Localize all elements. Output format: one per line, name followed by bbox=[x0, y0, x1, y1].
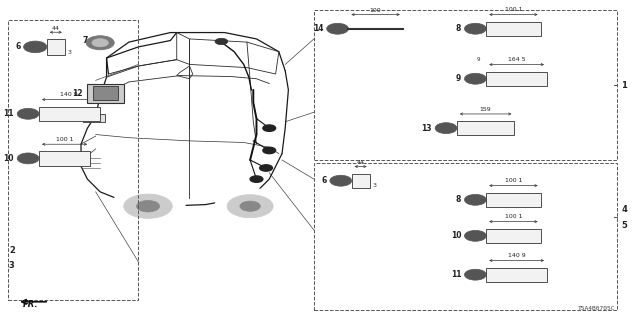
Circle shape bbox=[227, 195, 273, 218]
Circle shape bbox=[260, 165, 273, 171]
Text: 12: 12 bbox=[72, 89, 83, 98]
Text: 9: 9 bbox=[476, 57, 480, 62]
Text: 7: 7 bbox=[82, 36, 88, 45]
Bar bbox=[39, 107, 100, 121]
Circle shape bbox=[465, 269, 486, 280]
Circle shape bbox=[86, 36, 114, 50]
Bar bbox=[486, 72, 547, 86]
Text: 140 9: 140 9 bbox=[508, 253, 525, 258]
Bar bbox=[39, 151, 90, 165]
Circle shape bbox=[240, 201, 260, 211]
Circle shape bbox=[435, 123, 457, 133]
Circle shape bbox=[326, 23, 349, 34]
Bar bbox=[486, 193, 541, 207]
Text: 100 1: 100 1 bbox=[505, 214, 522, 220]
Bar bbox=[8, 20, 138, 300]
Text: 9: 9 bbox=[456, 74, 461, 83]
Bar bbox=[83, 114, 105, 122]
Text: 1: 1 bbox=[621, 81, 627, 90]
Text: 100 1: 100 1 bbox=[505, 7, 522, 12]
Text: 3: 3 bbox=[67, 50, 71, 54]
Text: 8: 8 bbox=[456, 195, 461, 204]
Circle shape bbox=[465, 194, 486, 205]
Text: 14: 14 bbox=[313, 24, 323, 33]
Text: 3: 3 bbox=[372, 183, 376, 188]
Circle shape bbox=[250, 176, 263, 182]
Text: 140 9: 140 9 bbox=[60, 92, 78, 97]
Circle shape bbox=[465, 73, 486, 84]
Text: T5A4B0705C: T5A4B0705C bbox=[577, 306, 615, 311]
Text: 4: 4 bbox=[621, 205, 627, 214]
Text: 11: 11 bbox=[4, 109, 14, 118]
Bar bbox=[88, 84, 124, 103]
Circle shape bbox=[465, 23, 486, 34]
Text: 3: 3 bbox=[9, 261, 15, 270]
Circle shape bbox=[24, 41, 47, 53]
Bar bbox=[93, 86, 118, 100]
Circle shape bbox=[17, 108, 39, 119]
Circle shape bbox=[215, 38, 228, 45]
Bar bbox=[457, 121, 515, 135]
Text: 8: 8 bbox=[456, 24, 461, 33]
Circle shape bbox=[124, 194, 172, 218]
Bar bbox=[314, 10, 617, 160]
Circle shape bbox=[111, 188, 185, 225]
Circle shape bbox=[92, 39, 108, 47]
Text: 10: 10 bbox=[451, 231, 461, 240]
Text: 2: 2 bbox=[9, 246, 15, 255]
Circle shape bbox=[136, 200, 159, 212]
Circle shape bbox=[263, 125, 276, 131]
Text: 100 1: 100 1 bbox=[505, 179, 522, 183]
Bar bbox=[47, 39, 65, 54]
Text: 13: 13 bbox=[422, 124, 432, 132]
Text: 44: 44 bbox=[356, 160, 365, 165]
Text: 44: 44 bbox=[52, 26, 60, 31]
Text: 164 5: 164 5 bbox=[508, 57, 525, 62]
Text: 100 1: 100 1 bbox=[56, 137, 74, 142]
Circle shape bbox=[263, 147, 276, 154]
Text: 6: 6 bbox=[15, 42, 20, 52]
Bar bbox=[486, 268, 547, 282]
Text: 10: 10 bbox=[4, 154, 14, 163]
Text: 100: 100 bbox=[370, 8, 381, 13]
Text: 159: 159 bbox=[480, 107, 492, 112]
Circle shape bbox=[17, 153, 39, 164]
Circle shape bbox=[465, 230, 486, 241]
Bar bbox=[352, 173, 369, 188]
Text: 5: 5 bbox=[621, 221, 627, 230]
Circle shape bbox=[215, 189, 285, 224]
Bar bbox=[314, 163, 617, 310]
Bar bbox=[486, 229, 541, 243]
Text: 6: 6 bbox=[321, 176, 326, 185]
Text: 11: 11 bbox=[451, 270, 461, 279]
Text: FR.: FR. bbox=[22, 300, 38, 308]
Bar bbox=[486, 21, 541, 36]
Circle shape bbox=[330, 175, 352, 186]
